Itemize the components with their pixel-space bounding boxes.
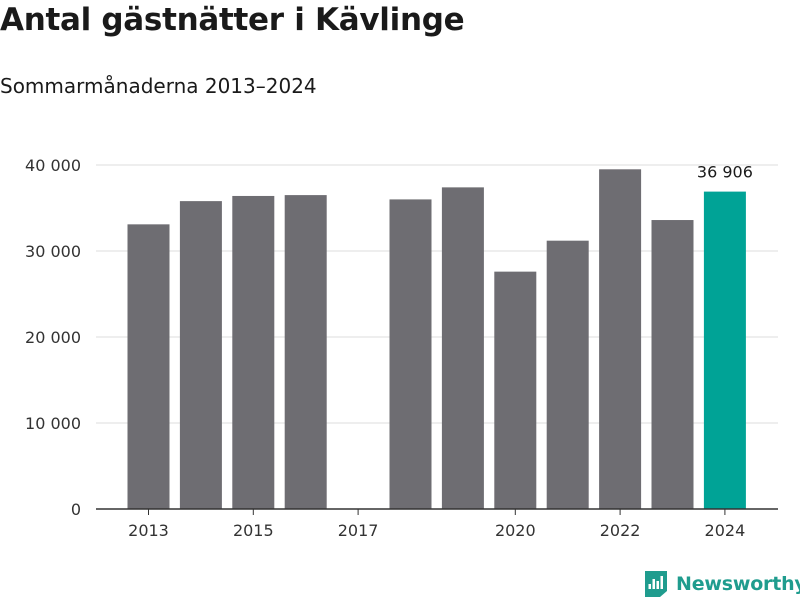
bar-2021 [546, 240, 589, 509]
y-tick-label: 20 000 [25, 328, 81, 347]
bar-2013 [127, 224, 170, 509]
data-label: 36 906 [697, 163, 753, 182]
y-axis-ticks: 0 10 000 20 000 30 000 40 000 [25, 156, 81, 519]
y-tick-label: 0 [71, 500, 81, 519]
bar-2015 [232, 195, 275, 509]
x-axis-ticks: 2013 2015 2017 2020 2022 2024 [128, 509, 745, 540]
x-tick-label: 2015 [233, 521, 274, 540]
y-tick-label: 30 000 [25, 242, 81, 261]
brand-name: Newsworthy [676, 573, 800, 595]
newsworthy-logo-icon [645, 571, 667, 597]
bar-2022 [599, 169, 642, 510]
bar-2016 [284, 195, 327, 509]
bar-2018 [389, 199, 432, 509]
data-labels: 36 906 [697, 163, 753, 182]
x-tick-label: 2020 [495, 521, 536, 540]
bar-2024 [703, 191, 746, 509]
bar-2019 [441, 187, 484, 510]
x-tick-label: 2022 [600, 521, 641, 540]
x-tick-label: 2024 [705, 521, 746, 540]
bar-2014 [179, 201, 222, 509]
x-tick-label: 2017 [338, 521, 379, 540]
x-tick-label: 2013 [128, 521, 169, 540]
chart-subtitle: Sommarmånaderna 2013–2024 [0, 74, 317, 98]
chart-title: Antal gästnätter i Kävlinge [0, 2, 465, 38]
newsworthy-logo: Newsworthy [644, 570, 800, 598]
bars [127, 169, 746, 510]
bar-2020 [494, 271, 537, 509]
y-tick-label: 10 000 [25, 414, 81, 433]
bar-2023 [651, 220, 694, 510]
y-tick-label: 40 000 [25, 156, 81, 175]
